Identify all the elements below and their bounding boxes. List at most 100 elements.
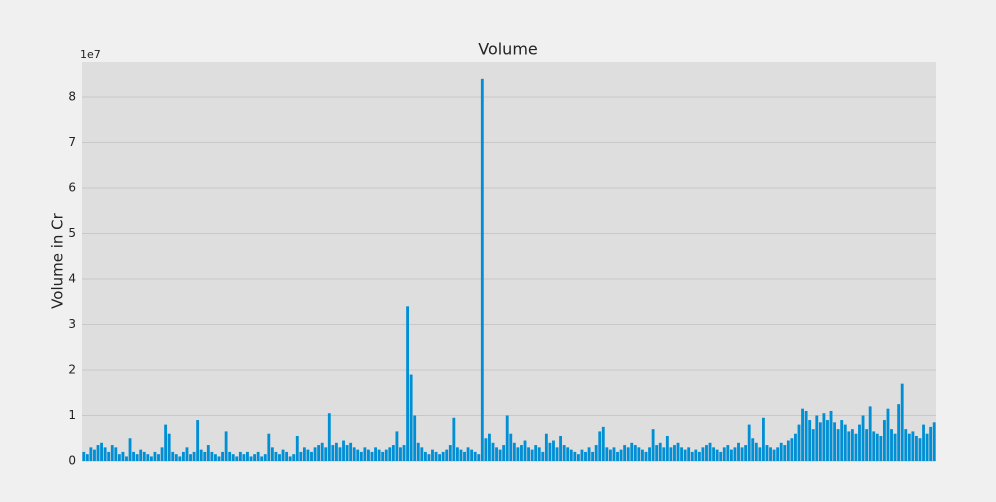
- bar: [882, 420, 886, 461]
- bar: [534, 445, 538, 461]
- bar: [388, 447, 392, 461]
- bar: [733, 447, 737, 461]
- bar: [100, 442, 103, 461]
- bar: [584, 451, 587, 461]
- bar: [466, 447, 470, 461]
- bar: [356, 449, 360, 461]
- bar: [206, 445, 210, 461]
- bar: [811, 429, 815, 461]
- bar: [608, 449, 612, 461]
- bar: [587, 447, 591, 461]
- bar: [285, 451, 289, 461]
- bar: [128, 438, 132, 461]
- bar: [174, 454, 178, 461]
- bar: [157, 454, 160, 461]
- bar: [384, 449, 388, 461]
- bar: [900, 383, 904, 461]
- bar: [623, 445, 627, 461]
- bar: [448, 445, 452, 461]
- plot-area: [82, 62, 936, 461]
- bar: [149, 456, 153, 461]
- bar: [680, 447, 684, 461]
- bar: [463, 451, 466, 461]
- bar: [779, 442, 783, 461]
- bar: [932, 422, 936, 461]
- bar: [676, 442, 680, 461]
- bar: [651, 429, 655, 461]
- bar: [153, 451, 157, 461]
- bar: [160, 447, 164, 461]
- bar: [740, 447, 744, 461]
- bar: [203, 451, 207, 461]
- bar: [630, 442, 634, 461]
- bar: [125, 456, 128, 461]
- bar: [96, 445, 100, 461]
- bar: [516, 447, 520, 461]
- bar: [836, 429, 840, 461]
- bar: [544, 433, 548, 461]
- y-tick-label: 8: [68, 90, 76, 104]
- bar: [367, 449, 370, 461]
- bar: [196, 420, 200, 461]
- bar: [644, 451, 648, 461]
- bar: [772, 449, 776, 461]
- bar: [402, 445, 406, 461]
- bar: [758, 447, 762, 461]
- bar: [377, 449, 381, 461]
- bar: [299, 451, 303, 461]
- bar: [470, 449, 474, 461]
- bar: [616, 451, 619, 461]
- bar: [381, 451, 385, 461]
- bar: [598, 431, 602, 461]
- y-tick-label: 7: [68, 135, 76, 149]
- bar: [569, 449, 573, 461]
- bar: [270, 447, 274, 461]
- bar: [701, 447, 705, 461]
- bar: [409, 374, 413, 461]
- bar: [523, 440, 527, 461]
- bar: [146, 454, 150, 461]
- bar: [576, 454, 580, 461]
- bar: [843, 424, 847, 461]
- bar: [605, 447, 609, 461]
- bar: [694, 449, 698, 461]
- bar: [231, 454, 235, 461]
- bar: [555, 447, 559, 461]
- y-tick-label: 4: [68, 272, 76, 286]
- bar: [783, 445, 787, 461]
- bar: [274, 451, 278, 461]
- bar: [352, 447, 356, 461]
- bar: [833, 422, 837, 461]
- bar: [263, 454, 267, 461]
- bar: [438, 454, 442, 461]
- bar: [861, 415, 865, 461]
- bar: [893, 433, 897, 461]
- bar: [93, 449, 96, 461]
- bar: [726, 445, 730, 461]
- bar: [875, 433, 879, 461]
- bar: [228, 451, 232, 461]
- bar: [135, 454, 139, 461]
- bar: [505, 415, 509, 461]
- bar: [167, 433, 171, 461]
- bar: [705, 445, 708, 461]
- bar: [722, 447, 726, 461]
- bar: [865, 429, 869, 461]
- bar: [708, 442, 712, 461]
- bar: [790, 438, 794, 461]
- bar: [246, 451, 249, 461]
- bar: [338, 447, 342, 461]
- bar: [580, 449, 584, 461]
- bar: [477, 454, 481, 461]
- bar: [754, 442, 758, 461]
- bar: [256, 451, 260, 461]
- bar: [306, 449, 310, 461]
- bar: [626, 447, 630, 461]
- bar: [164, 424, 168, 461]
- bar: [178, 456, 182, 461]
- bar: [922, 424, 925, 461]
- bar: [267, 433, 271, 461]
- bar: [416, 442, 420, 461]
- bar: [278, 454, 281, 461]
- bar: [776, 447, 780, 461]
